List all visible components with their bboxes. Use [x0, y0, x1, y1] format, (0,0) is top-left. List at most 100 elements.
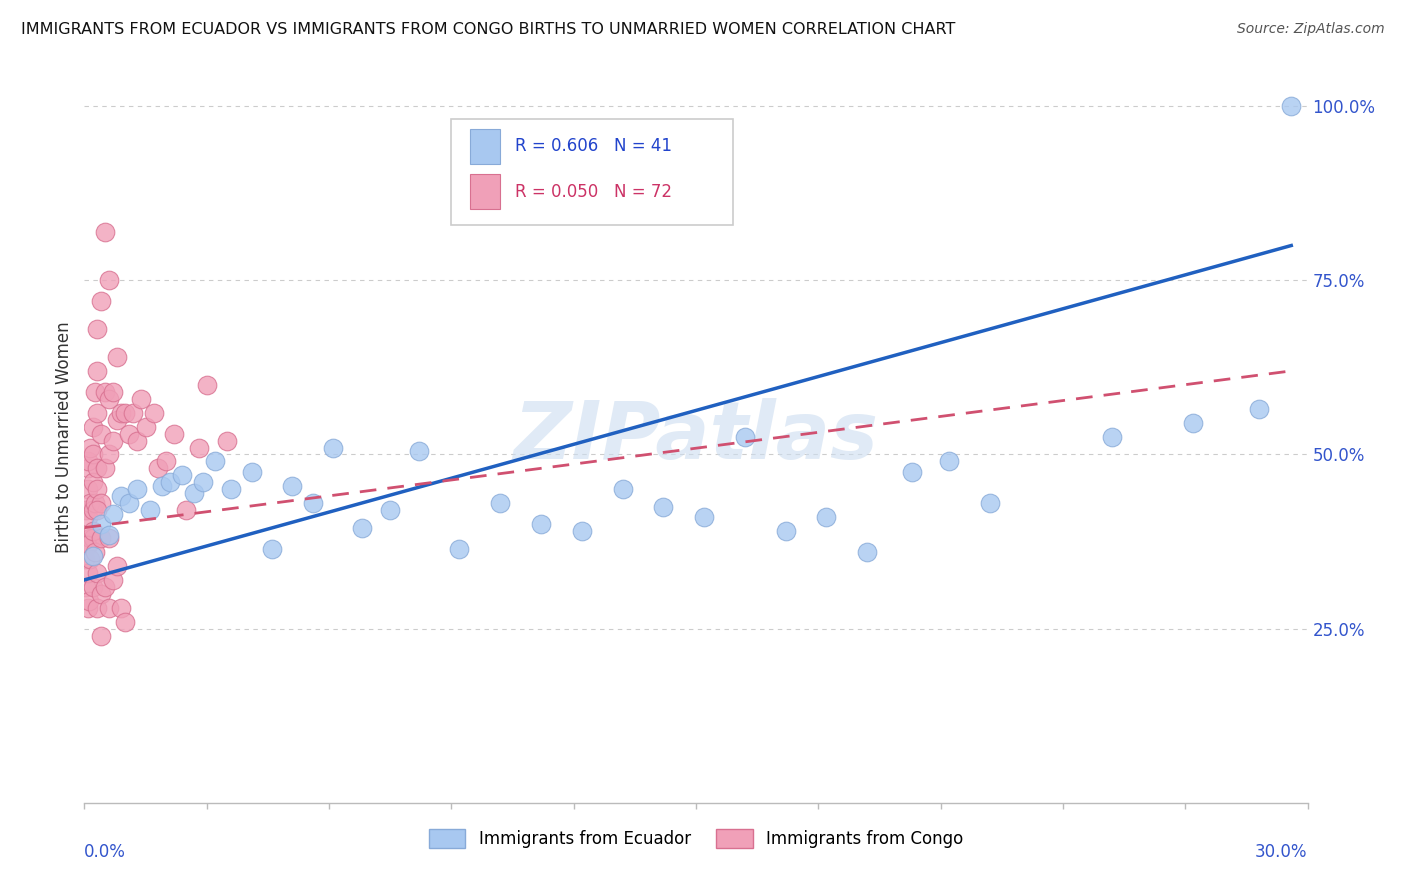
Text: IMMIGRANTS FROM ECUADOR VS IMMIGRANTS FROM CONGO BIRTHS TO UNMARRIED WOMEN CORRE: IMMIGRANTS FROM ECUADOR VS IMMIGRANTS FR… [21, 22, 956, 37]
Point [1101, 430, 1123, 444]
Point [163, 426, 186, 441]
Point [75, 503, 97, 517]
Point [322, 441, 344, 455]
Point [1247, 402, 1270, 417]
Point [75, 580, 97, 594]
Point [734, 430, 756, 444]
Point [449, 541, 471, 556]
Point [90, 531, 112, 545]
Point [775, 524, 797, 538]
Point [97, 448, 120, 462]
Point [86, 406, 108, 420]
Text: 0.0%: 0.0% [84, 843, 127, 861]
Point [1279, 99, 1302, 113]
Point [138, 503, 160, 517]
Point [90, 294, 112, 309]
Point [82, 503, 104, 517]
Point [408, 444, 430, 458]
Text: Source: ZipAtlas.com: Source: ZipAtlas.com [1237, 22, 1385, 37]
Point [75, 552, 97, 566]
Point [110, 406, 132, 420]
Point [79, 531, 101, 545]
Point [90, 517, 112, 532]
Point [217, 434, 239, 448]
Point [97, 273, 120, 287]
Point [83, 384, 105, 399]
Point [652, 500, 675, 514]
Point [195, 377, 218, 392]
Point [856, 545, 879, 559]
Point [146, 461, 169, 475]
Point [174, 503, 197, 517]
Point [101, 434, 124, 448]
Point [90, 629, 112, 643]
Point [693, 510, 716, 524]
Point [901, 465, 924, 479]
Point [86, 483, 108, 497]
Point [90, 496, 112, 510]
Point [97, 600, 120, 615]
Point [97, 392, 120, 406]
Text: 30.0%: 30.0% [1256, 843, 1308, 861]
Point [122, 406, 145, 420]
Point [77, 510, 100, 524]
Point [571, 524, 593, 538]
Legend: Immigrants from Ecuador, Immigrants from Congo: Immigrants from Ecuador, Immigrants from… [422, 822, 970, 855]
Point [93, 580, 115, 594]
Point [77, 594, 100, 608]
Point [86, 503, 108, 517]
Point [260, 541, 283, 556]
Point [101, 384, 124, 399]
Point [191, 475, 214, 490]
Point [79, 496, 101, 510]
Point [83, 545, 105, 559]
Point [380, 503, 402, 517]
Point [79, 552, 101, 566]
FancyBboxPatch shape [470, 129, 501, 164]
Point [159, 475, 181, 490]
Point [350, 521, 373, 535]
Point [93, 384, 115, 399]
Point [114, 615, 136, 629]
Point [183, 485, 205, 500]
Y-axis label: Births to Unmarried Women: Births to Unmarried Women [55, 321, 73, 553]
Point [155, 454, 177, 468]
Point [530, 517, 553, 532]
Point [131, 392, 153, 406]
Point [82, 448, 104, 462]
Point [90, 587, 112, 601]
Point [97, 531, 120, 545]
Point [77, 538, 100, 552]
FancyBboxPatch shape [451, 119, 733, 225]
Point [77, 483, 100, 497]
Point [118, 496, 141, 510]
Point [219, 483, 242, 497]
Point [105, 558, 128, 573]
Point [82, 419, 104, 434]
Point [938, 454, 960, 468]
Point [150, 479, 173, 493]
Point [101, 507, 124, 521]
Point [135, 419, 157, 434]
Text: R = 0.606   N = 41: R = 0.606 N = 41 [515, 137, 672, 155]
FancyBboxPatch shape [470, 174, 501, 210]
Point [301, 496, 323, 510]
Point [93, 461, 115, 475]
Point [97, 527, 120, 541]
Point [86, 322, 108, 336]
Point [489, 496, 512, 510]
Point [86, 364, 108, 378]
Point [76, 538, 98, 552]
Point [82, 549, 104, 563]
Point [204, 454, 226, 468]
Point [172, 468, 194, 483]
Point [86, 600, 108, 615]
Point [90, 426, 112, 441]
Point [82, 531, 104, 545]
Point [101, 573, 124, 587]
Point [82, 524, 104, 538]
Point [612, 483, 634, 497]
Text: ZIPatlas: ZIPatlas [513, 398, 879, 476]
Point [142, 406, 165, 420]
Point [127, 483, 149, 497]
